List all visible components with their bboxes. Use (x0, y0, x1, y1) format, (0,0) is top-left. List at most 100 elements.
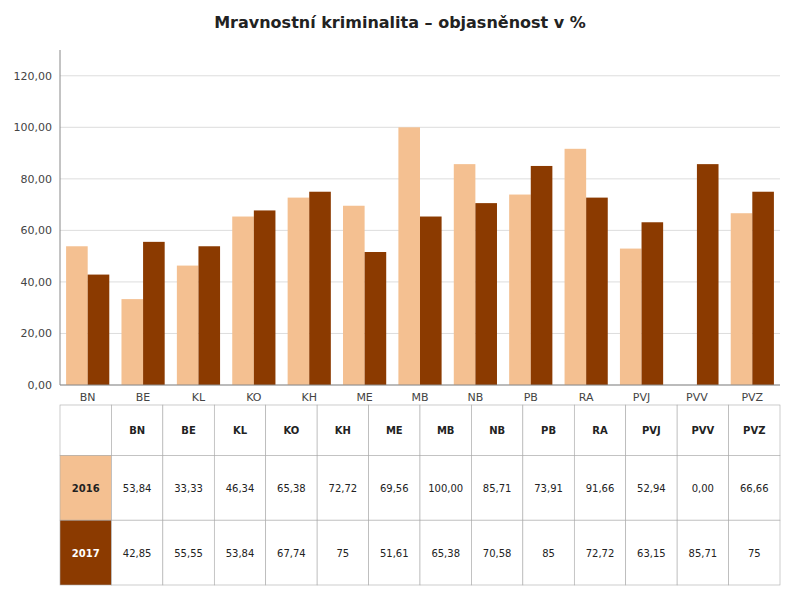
table-cell (471, 520, 522, 585)
table-value: 53,84 (226, 548, 255, 559)
table-value: 91,66 (586, 483, 615, 494)
table-cell (111, 405, 162, 455)
table-value: 75 (748, 548, 761, 559)
table-header: PVJ (642, 425, 661, 436)
bar (697, 164, 719, 385)
table-value: 75 (336, 548, 349, 559)
table-cell (214, 405, 265, 455)
table-cell (163, 405, 214, 455)
y-axis-line (60, 50, 61, 385)
x-tick-label: RA (579, 391, 594, 404)
table-cell (111, 520, 162, 585)
table-value: 72,72 (586, 548, 615, 559)
table-cell (729, 405, 780, 455)
y-tick-label: 40,00 (21, 276, 53, 289)
table-value: 72,72 (329, 483, 358, 494)
grid-line (60, 75, 780, 76)
table-cell (626, 455, 677, 520)
table-cell (317, 455, 368, 520)
table-value: 69,56 (380, 483, 409, 494)
table-value: 63,15 (637, 548, 666, 559)
table-value: 67,74 (277, 548, 306, 559)
y-tick-label: 100,00 (14, 121, 53, 134)
table-cell (214, 520, 265, 585)
table-cell (677, 455, 728, 520)
table-value: 73,91 (534, 483, 563, 494)
table-cell (523, 455, 574, 520)
bar (198, 246, 220, 385)
x-tick-label: KH (301, 391, 317, 404)
bar (752, 192, 774, 385)
table-cell (626, 520, 677, 585)
table-header: RA (592, 425, 608, 436)
table-cell (729, 455, 780, 520)
table-cell (420, 520, 471, 585)
bar (254, 210, 276, 385)
table-cell (574, 520, 625, 585)
table: BNBEKLKOKHMEMBNBPBRAPVJPVVPVZ201653,8433… (60, 405, 780, 585)
table-cell (729, 520, 780, 585)
table-value: 85,71 (483, 483, 512, 494)
bar (309, 192, 331, 385)
table-value: 65,38 (431, 548, 460, 559)
table-cell (317, 520, 368, 585)
table-value: 65,38 (277, 483, 306, 494)
table-value: 51,61 (380, 548, 409, 559)
bar (586, 198, 608, 385)
bar (232, 217, 254, 385)
table-value: 33,33 (174, 483, 203, 494)
table-cell (574, 455, 625, 520)
table-cell (420, 405, 471, 455)
x-tick-label: NB (467, 391, 483, 404)
bar (531, 166, 553, 385)
table-value: 46,34 (226, 483, 255, 494)
table-header: PVV (691, 425, 714, 436)
table-value: 100,00 (428, 483, 463, 494)
table-header: BE (181, 425, 196, 436)
table-cell (60, 455, 111, 520)
bar (509, 195, 531, 385)
bars (66, 127, 774, 385)
table-cell (574, 405, 625, 455)
table-cell (163, 455, 214, 520)
table-value: 42,85 (123, 548, 152, 559)
chart: Mravnostní kriminalita – objasněnost v %… (0, 0, 800, 600)
grid (60, 76, 780, 385)
x-tick-label: MB (411, 391, 428, 404)
bar (66, 246, 88, 385)
y-tick-label: 20,00 (21, 327, 53, 340)
table-value: 85,71 (689, 548, 718, 559)
table-cell (626, 405, 677, 455)
table-cell (266, 520, 317, 585)
table-cell (369, 520, 420, 585)
y-tick-label: 60,00 (21, 224, 53, 237)
bar (731, 213, 753, 385)
bar (475, 203, 497, 385)
table-value: 85 (542, 548, 555, 559)
table-header: PVZ (743, 425, 765, 436)
title: Mravnostní kriminalita – objasněnost v % (214, 13, 586, 32)
table-row-label: 2017 (72, 548, 100, 559)
bar (420, 217, 442, 385)
x-tick-label: ME (356, 391, 372, 404)
table-row-label: 2016 (72, 483, 100, 494)
bar (398, 127, 420, 385)
x-tick-label: KO (246, 391, 262, 404)
bar (121, 299, 143, 385)
table-value: 70,58 (483, 548, 512, 559)
table-cell (420, 455, 471, 520)
table-header: NB (489, 425, 505, 436)
bar (143, 242, 165, 385)
table-value: 52,94 (637, 483, 666, 494)
y-tick-label: 80,00 (21, 173, 53, 186)
table-value: 55,55 (174, 548, 203, 559)
bar (288, 198, 310, 385)
table-header: KO (284, 425, 300, 436)
bar (365, 252, 387, 385)
x-tick-label: PB (524, 391, 538, 404)
table-header: KL (233, 425, 248, 436)
table-cell (523, 405, 574, 455)
x-tick-label: PVJ (633, 391, 650, 404)
bar (565, 149, 587, 385)
table-cell (163, 520, 214, 585)
